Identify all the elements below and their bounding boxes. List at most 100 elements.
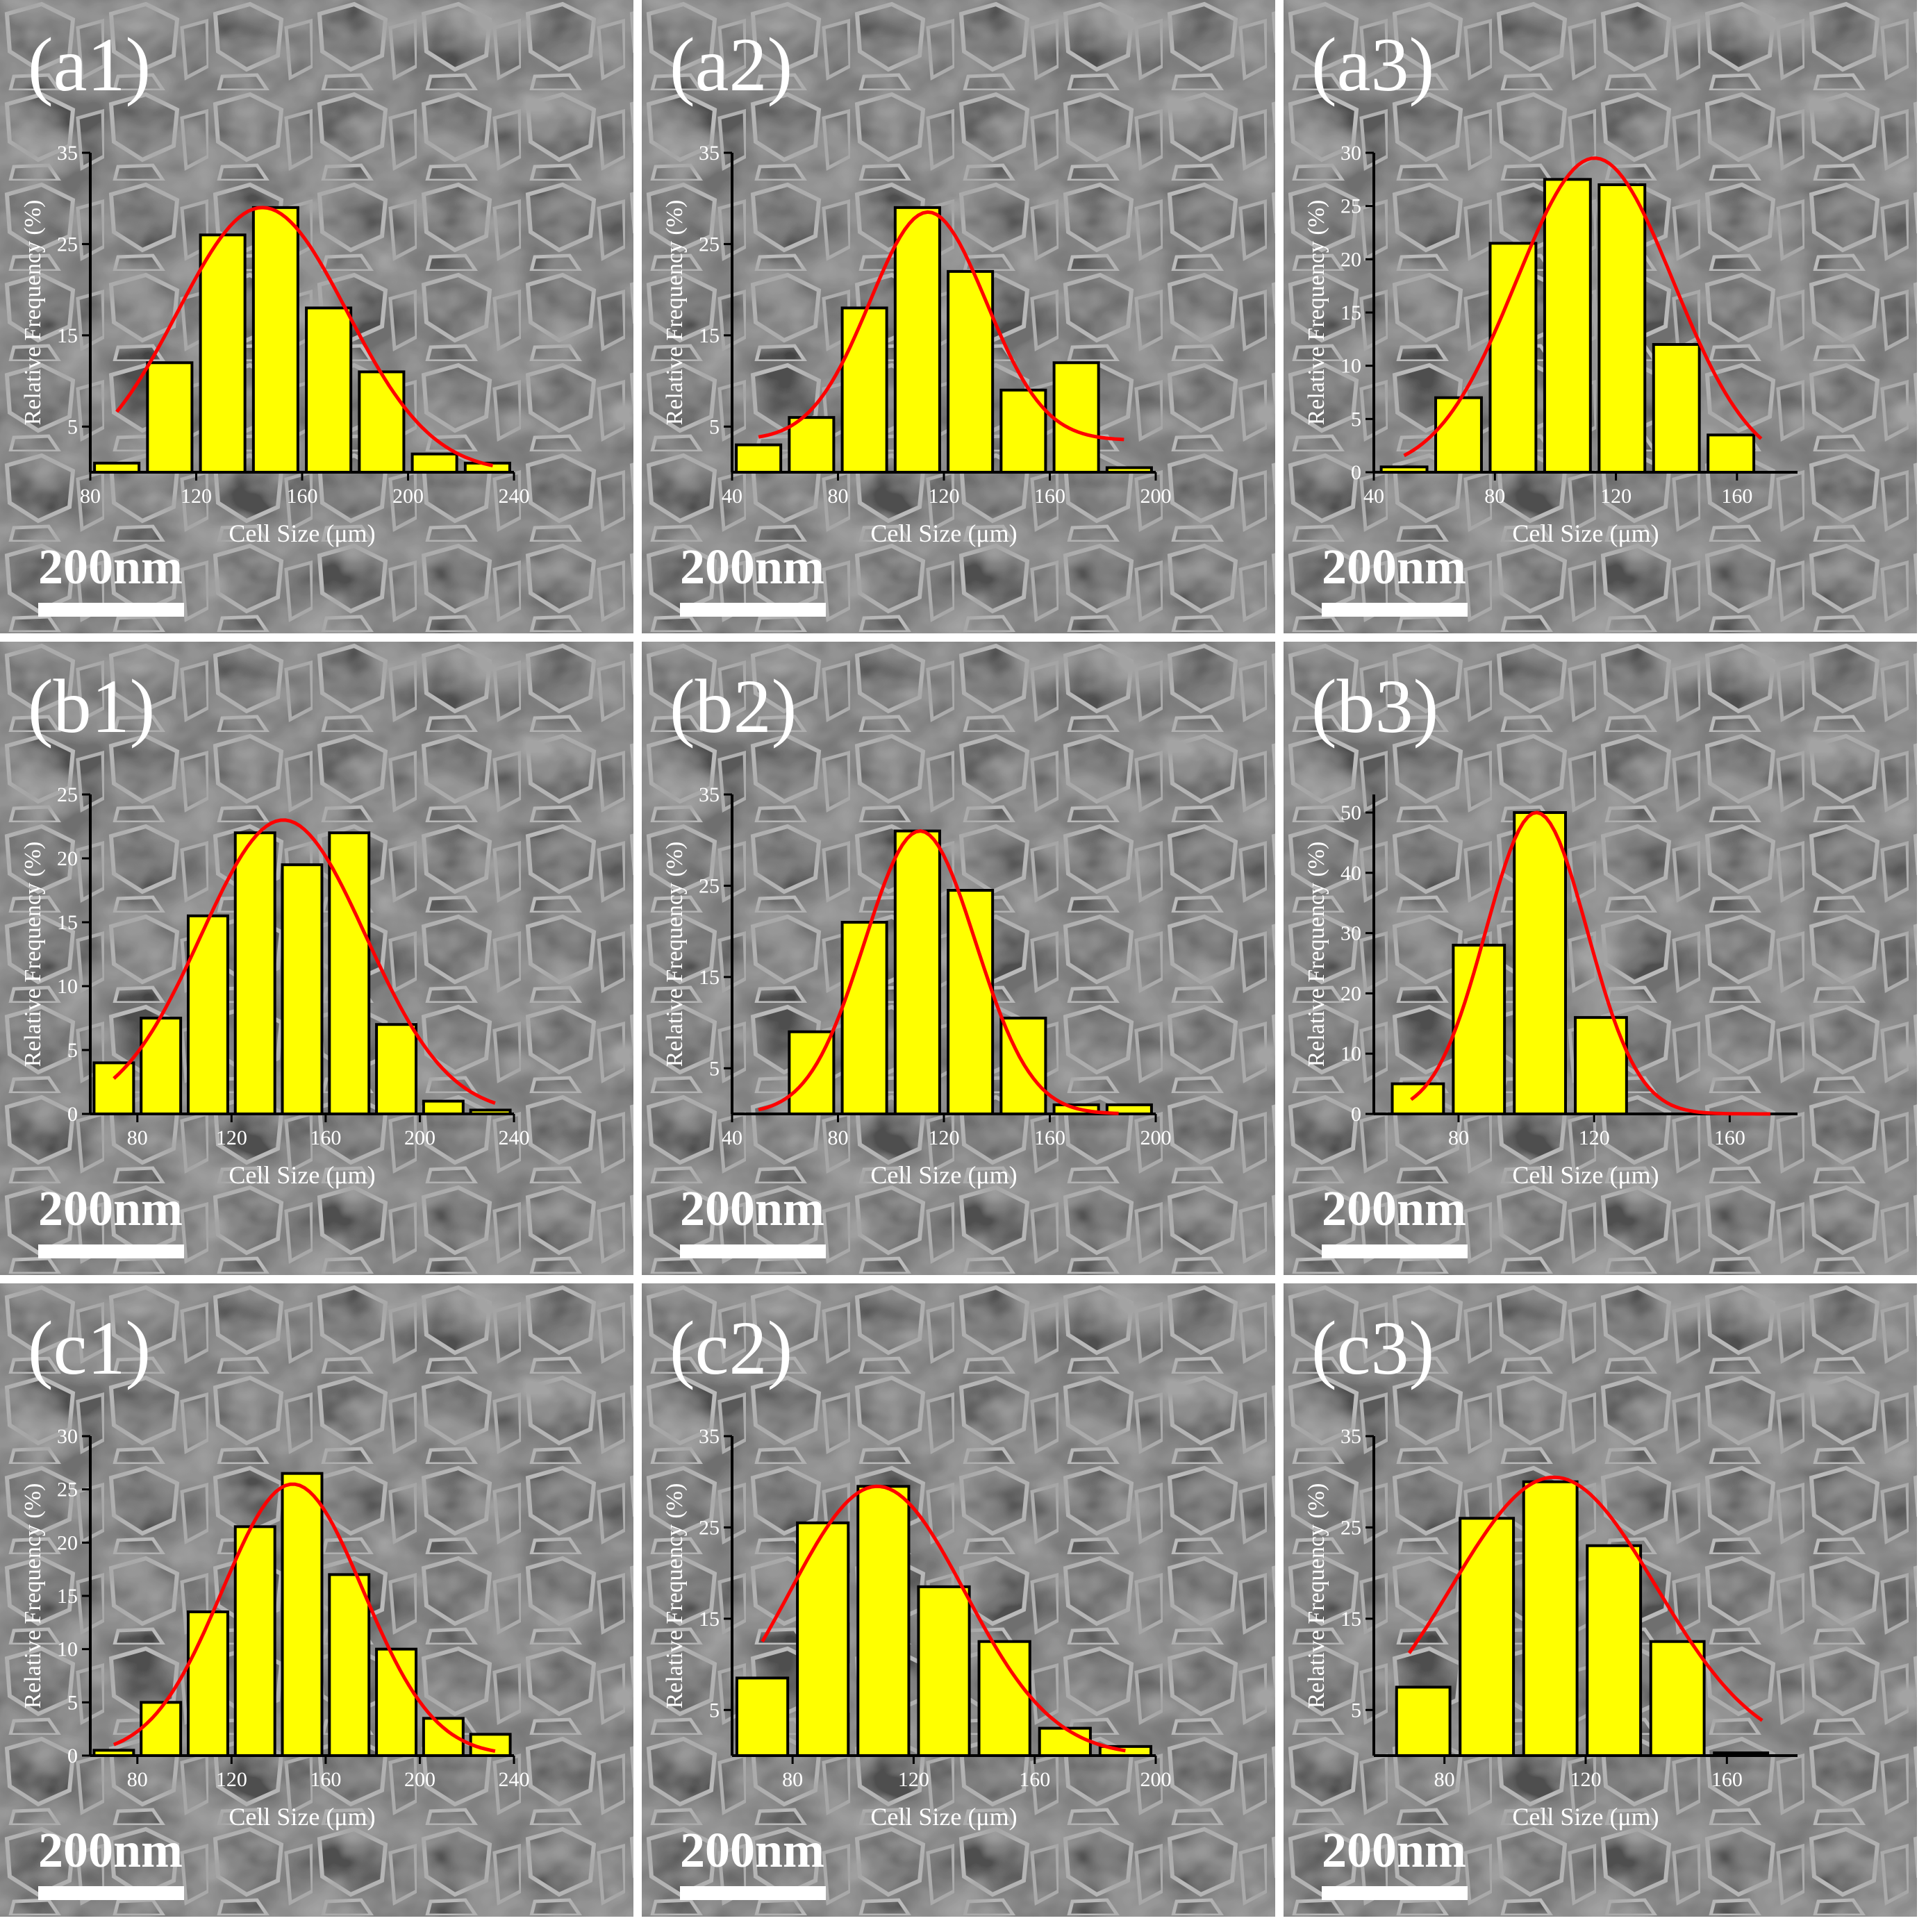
x-tick-label: 160: [1714, 1126, 1745, 1149]
y-tick-label: 5: [67, 1039, 78, 1062]
histogram-bar: [281, 1472, 324, 1757]
scale-bar: [1322, 1244, 1468, 1258]
y-tick-label: 15: [699, 324, 720, 347]
y-tick-label: 35: [57, 142, 78, 165]
histogram-bar: [796, 1521, 850, 1757]
y-tick-label: 25: [57, 783, 78, 806]
scale-bar-label: 200nm: [680, 1181, 824, 1236]
histogram-bar: [893, 206, 941, 474]
histogram-bar: [735, 443, 783, 474]
histogram-bar: [1543, 178, 1592, 474]
histogram-bar: [1459, 1517, 1516, 1757]
x-tick-label: 120: [1570, 1768, 1602, 1791]
histogram-bar: [947, 269, 995, 474]
histogram-bar: [375, 1023, 418, 1116]
histogram-bar: [856, 1485, 911, 1757]
x-tick-label: 120: [1600, 485, 1632, 508]
y-axis-title: Relative Frequency (%): [1304, 842, 1329, 1067]
x-tick-label: 120: [216, 1768, 247, 1791]
x-axis-title: Cell Size (μm): [1512, 1161, 1659, 1189]
panel-label: (a2): [670, 22, 792, 107]
x-tick-label: 200: [1140, 1768, 1172, 1791]
histogram-bar: [1649, 1640, 1706, 1758]
panel-a2: (a2) 200nm 5 15 25 35 40 80 120 160 200 Cell Size (…: [642, 0, 1275, 633]
y-tick-label: 15: [1340, 301, 1361, 324]
histogram-bar: [917, 1585, 971, 1757]
x-axis-title: Cell Size (μm): [1512, 519, 1659, 547]
y-tick-label: 15: [699, 966, 720, 989]
normal-fit-curve: [1403, 156, 1763, 458]
x-axis-title: Cell Size (μm): [229, 519, 375, 547]
y-tick-label: 35: [699, 142, 720, 165]
scale-bar: [38, 1886, 184, 1900]
scale-bar-label: 200nm: [1322, 539, 1466, 594]
histogram-bar: [1488, 242, 1538, 474]
y-tick-label: 30: [1340, 922, 1361, 945]
scale-bar: [680, 1886, 826, 1900]
y-tick-label: 30: [1340, 142, 1361, 165]
y-tick-label: 5: [709, 1057, 720, 1080]
y-tick-label: 35: [699, 783, 720, 806]
y-tick-label: 25: [1340, 1516, 1361, 1539]
normal-fit-curve: [758, 829, 1119, 1115]
y-axis-title: Relative Frequency (%): [662, 842, 688, 1067]
histogram-bar: [92, 1061, 135, 1116]
scale-bar: [1322, 1886, 1468, 1900]
histogram-bar: [233, 831, 276, 1115]
y-tick-label: 20: [1340, 982, 1361, 1005]
histogram-bar: [1513, 811, 1568, 1115]
x-axis-title: Cell Size (μm): [870, 519, 1017, 547]
x-tick-label: 120: [929, 485, 960, 508]
y-tick-label: 35: [699, 1425, 720, 1448]
histogram-bar: [1522, 1480, 1579, 1757]
y-tick-label: 0: [67, 1744, 78, 1767]
panel-c1: (c1) 200nm 0 5 10 15 20 25 30 80 120 160 200 240 Cell …: [0, 1283, 633, 1917]
x-tick-label: 160: [1721, 485, 1752, 508]
histogram-bar: [140, 1701, 183, 1757]
normal-fit-curve: [113, 1482, 496, 1754]
y-axis-title: Relative Frequency (%): [662, 1483, 688, 1709]
x-tick-label: 160: [1019, 1768, 1050, 1791]
x-tick-label: 240: [499, 485, 530, 508]
x-tick-label: 80: [1434, 1768, 1455, 1791]
y-tick-label: 5: [1351, 1699, 1361, 1722]
histogram-bar: [146, 361, 194, 474]
scale-bar: [1322, 603, 1468, 617]
y-tick-label: 15: [57, 1585, 78, 1608]
panel-b1: (b1) 200nm 0 5 10 15 20 25 80 120 160 200 240 Cell Si…: [0, 642, 633, 1275]
x-axis-title: Cell Size (μm): [870, 1161, 1017, 1189]
scale-bar-label: 200nm: [38, 1822, 183, 1878]
y-tick-label: 25: [699, 1516, 720, 1539]
panel-label: (c3): [1311, 1306, 1434, 1390]
x-tick-label: 160: [1711, 1768, 1743, 1791]
y-tick-label: 20: [1340, 248, 1361, 271]
histogram-bar: [1038, 1726, 1092, 1757]
y-tick-label: 5: [67, 1691, 78, 1714]
histogram-bar: [186, 1610, 229, 1757]
scale-bar-label: 200nm: [1322, 1181, 1466, 1236]
panel-label: (b3): [1311, 664, 1438, 749]
y-tick-label: 25: [699, 233, 720, 256]
x-tick-label: 160: [310, 1126, 341, 1149]
histogram-bar: [840, 921, 888, 1115]
x-tick-label: 80: [127, 1126, 148, 1149]
normal-fit-curve: [1410, 810, 1770, 1116]
scale-bar-label: 200nm: [680, 539, 824, 594]
x-tick-label: 120: [898, 1768, 929, 1791]
x-tick-label: 120: [1579, 1126, 1610, 1149]
scale-bar: [38, 1244, 184, 1258]
panel-label: (c2): [670, 1306, 792, 1390]
y-tick-label: 35: [1340, 1425, 1361, 1448]
y-tick-label: 25: [57, 1479, 78, 1501]
normal-fit-curve: [113, 818, 496, 1105]
y-tick-label: 10: [1340, 355, 1361, 378]
histogram-bar: [186, 914, 229, 1115]
y-tick-label: 20: [57, 847, 78, 870]
x-axis-title: Cell Size (μm): [229, 1161, 375, 1189]
x-tick-label: 200: [1140, 1126, 1172, 1149]
scale-bar-label: 200nm: [38, 1181, 183, 1236]
y-tick-label: 25: [699, 874, 720, 897]
histogram-bar: [788, 416, 836, 474]
x-tick-label: 160: [1034, 485, 1065, 508]
